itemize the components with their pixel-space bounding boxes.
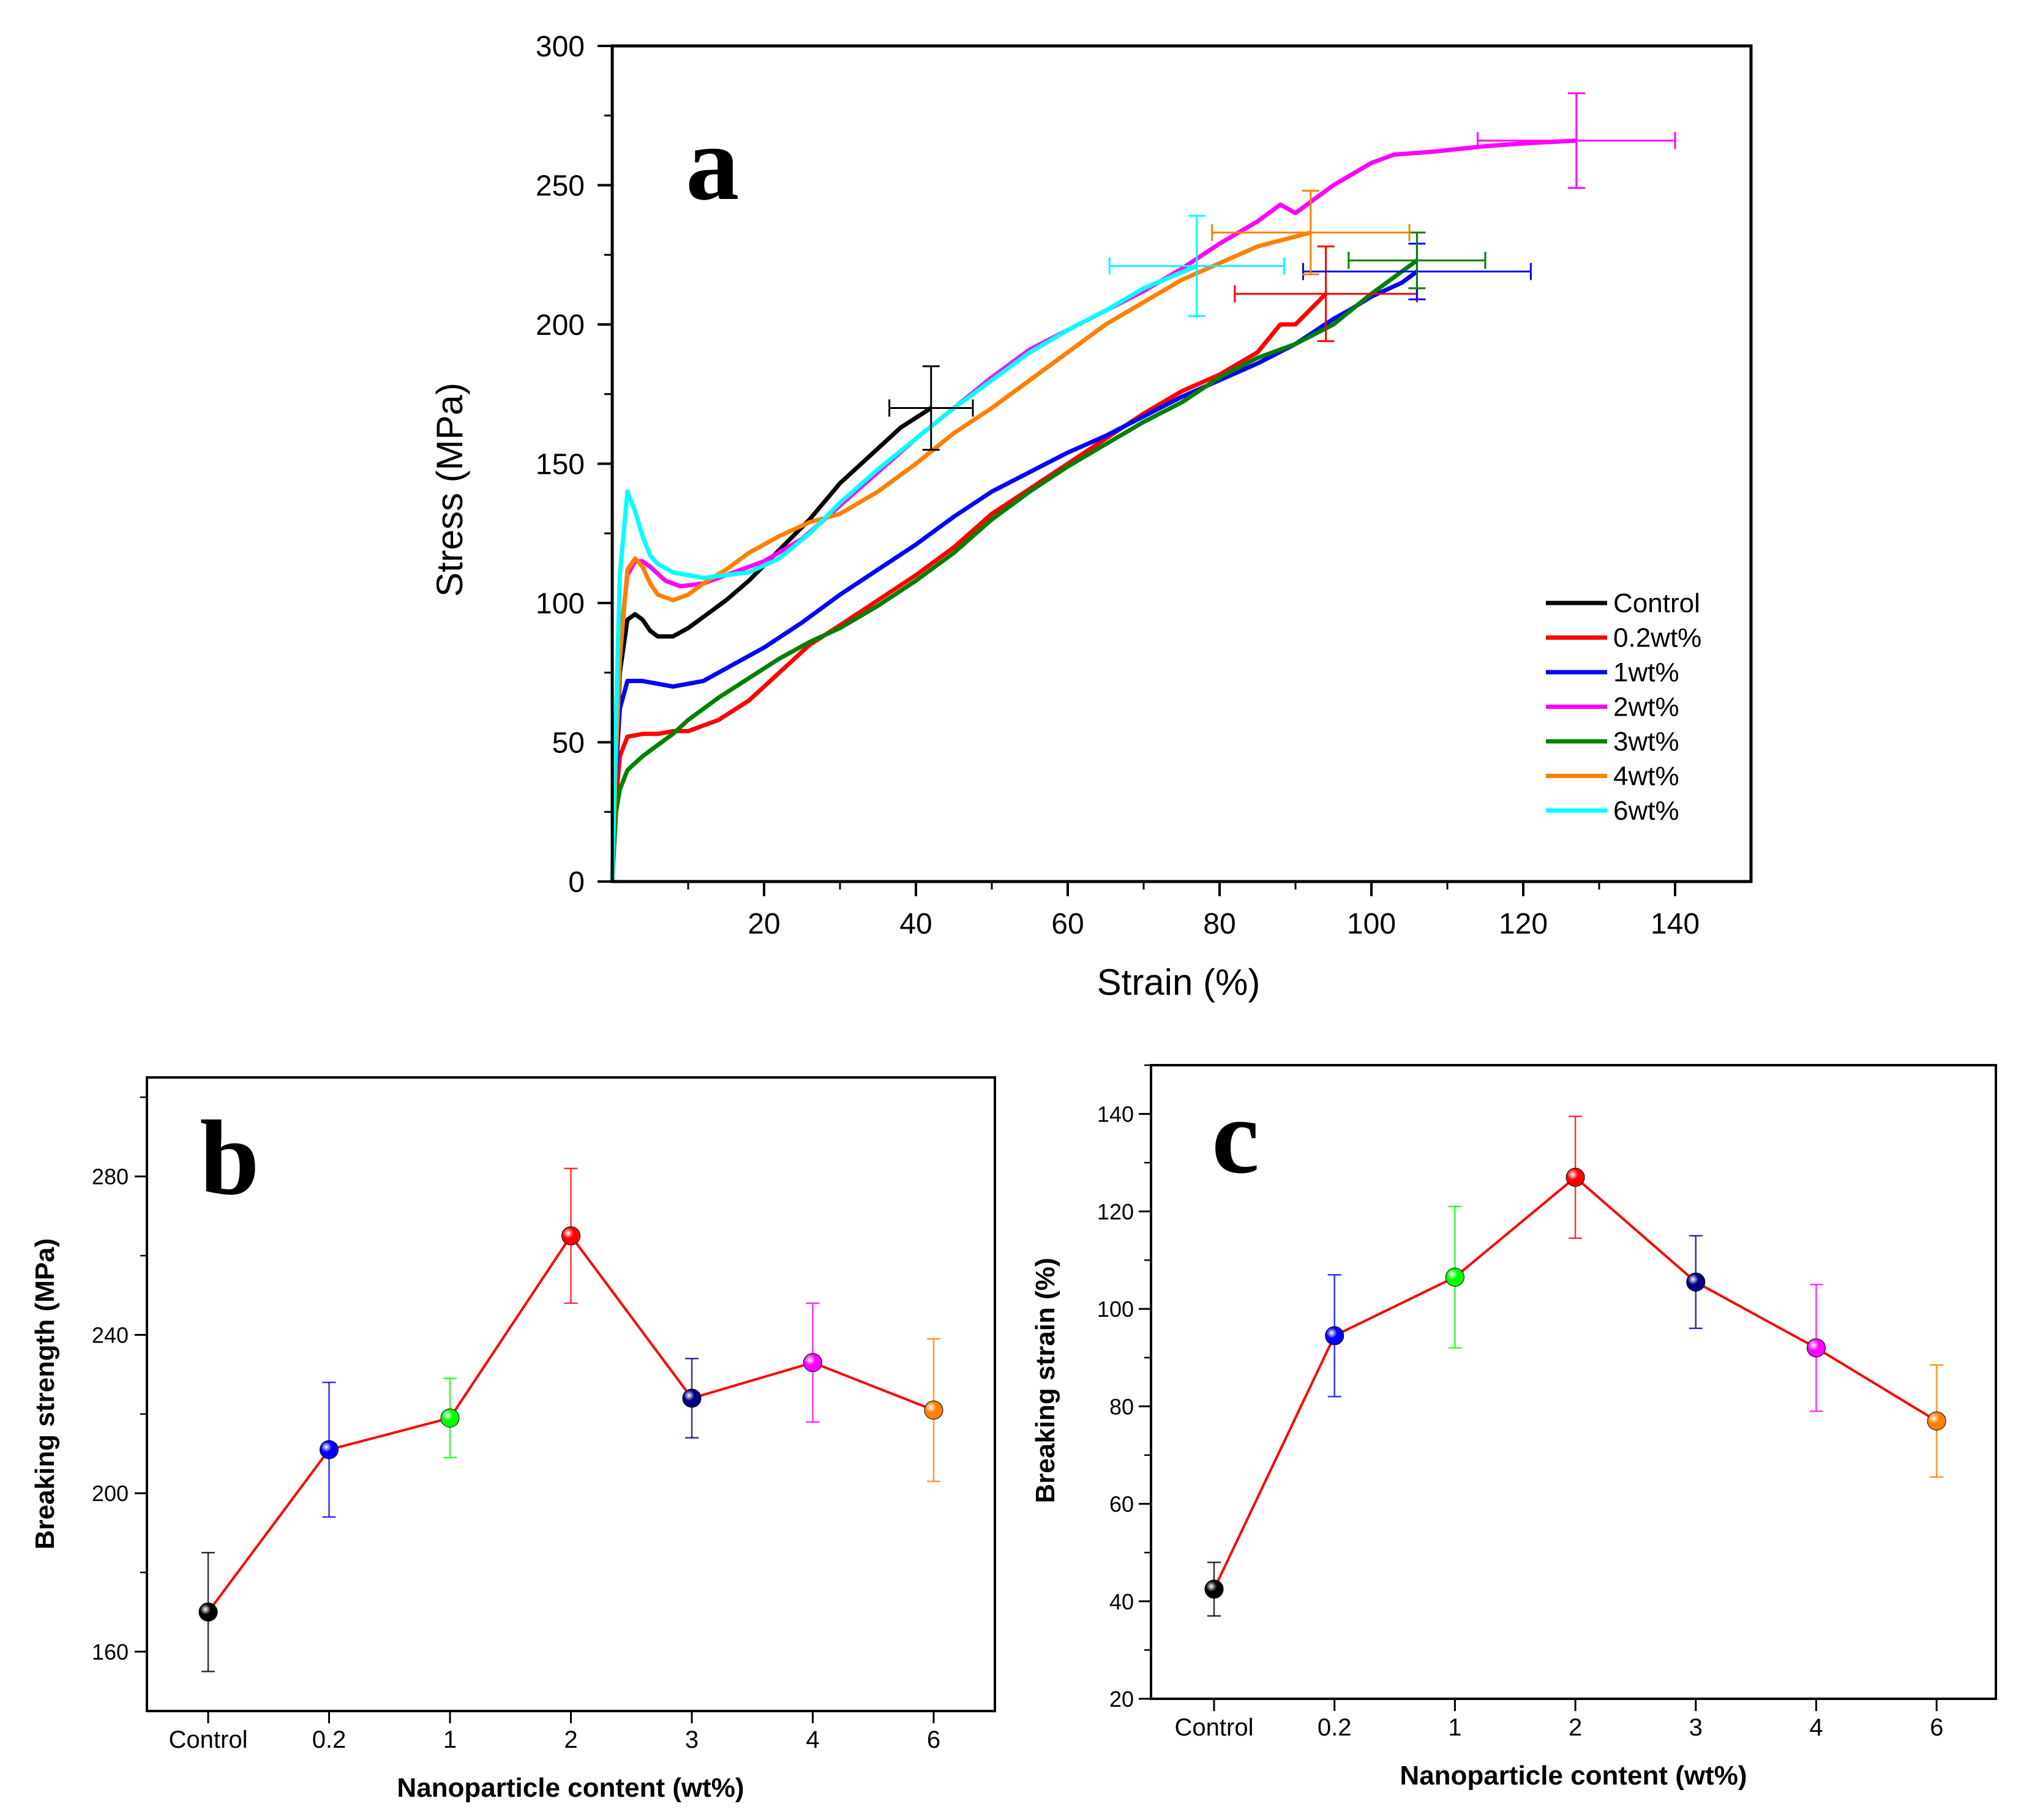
panel-a-y-tick-label-4: 200: [536, 309, 585, 342]
panel-a-legend-label-0: Control: [1613, 588, 1700, 618]
c-marker-0: [1204, 1579, 1224, 1599]
panel-c-background: [1029, 1068, 2014, 1809]
panel-a-label: a: [686, 103, 740, 222]
panel-a-legend-label-2: 1wt%: [1613, 657, 1679, 687]
panel-b-background: [28, 1080, 1007, 1809]
panel-c-breaking-strain-chart: Control 0.2 1 2 3 4 6 20 40 60 80 100 120 140 c Nanop…: [1029, 1064, 2014, 1809]
b-y-tick-label-1: 200: [92, 1481, 129, 1506]
panel-a-y-tick-label-6: 300: [536, 31, 585, 63]
b-x-tick-label-0: Control: [169, 1726, 248, 1753]
c-marker-2: [1445, 1267, 1464, 1287]
c-x-tick-label-1: 0.2: [1318, 1714, 1352, 1741]
c-y-tick-label-6: 140: [1097, 1102, 1134, 1127]
panel-b-markers: [198, 1226, 943, 1622]
panel-a-x-tick-label-5: 120: [1499, 908, 1548, 940]
c-y-tick-label-5: 120: [1097, 1199, 1134, 1224]
panel-a-legend-label-5: 4wt%: [1613, 762, 1679, 792]
panel-a-legend-label-4: 3wt%: [1613, 727, 1679, 757]
b-marker-1: [320, 1440, 339, 1459]
panel-a-legend-label-6: 6wt%: [1613, 796, 1679, 826]
panel-b-y-axis-label: Breaking strength (MPa): [30, 1238, 60, 1550]
panel-c-markers: [1204, 1167, 1946, 1599]
panel-a-series-line-0: [610, 406, 932, 882]
panel-a-legend: Control 0.2wt% 1wt% 2wt% 3wt% 4wt% 6wt%: [1546, 588, 1701, 826]
panel-a-y-tick-label-1: 50: [552, 727, 585, 760]
c-x-tick-label-0: Control: [1175, 1714, 1254, 1741]
panel-c-x-axis-label: Nanoparticle content (wt%): [1400, 1761, 1747, 1791]
b-marker-0: [198, 1602, 218, 1622]
panel-b-breaking-strength-chart: Control 0.2 1 2 3 4 6 160 200 240 280 b Nanopartic…: [28, 1076, 1007, 1809]
c-x-tick-label-6: 6: [1930, 1714, 1943, 1741]
panel-a-x-tick-label-6: 140: [1651, 908, 1700, 940]
c-x-tick-label-5: 4: [1809, 1714, 1823, 1741]
c-marker-3: [1565, 1167, 1585, 1187]
b-x-tick-label-2: 1: [443, 1726, 457, 1753]
c-marker-4: [1686, 1272, 1706, 1292]
b-x-tick-label-4: 3: [685, 1726, 699, 1753]
b-y-tick-label-2: 240: [92, 1322, 129, 1347]
c-marker-6: [1927, 1411, 1946, 1431]
c-y-tick-label-1: 40: [1109, 1589, 1134, 1614]
panel-a-y-tick-label-2: 100: [536, 588, 585, 620]
c-y-tick-label-4: 100: [1097, 1297, 1134, 1322]
b-marker-6: [924, 1400, 943, 1420]
panel-b-axis-ticks: Control 0.2 1 2 3 4 6 160 200 240 280: [92, 1096, 940, 1753]
panel-a-x-tick-label-3: 80: [1203, 908, 1235, 940]
panel-a-axis-ticks: 20 40 60 80 100 120 140 0 50 100 150 200 250 300: [536, 31, 1700, 940]
c-x-tick-label-3: 2: [1569, 1714, 1582, 1741]
panel-a-series-line-2: [610, 269, 1419, 882]
panel-c-label: c: [1212, 1077, 1259, 1196]
panel-a-series-line-1: [610, 292, 1328, 882]
panel-a-legend-label-1: 0.2wt%: [1613, 623, 1701, 653]
panel-a-legend-label-3: 2wt%: [1613, 692, 1679, 722]
panel-a-x-tick-label-0: 20: [748, 908, 780, 940]
c-y-tick-label-3: 80: [1109, 1394, 1134, 1419]
b-marker-2: [440, 1408, 460, 1428]
panel-a-series-line-5: [610, 230, 1311, 882]
c-marker-5: [1807, 1338, 1826, 1358]
panel-a-error-bars: [888, 92, 1676, 451]
c-x-tick-label-2: 1: [1448, 1714, 1461, 1741]
panel-a-x-tick-label-2: 60: [1051, 908, 1084, 940]
panel-a-x-tick-label-1: 40: [899, 908, 932, 940]
b-x-tick-label-5: 4: [806, 1726, 819, 1753]
c-marker-1: [1325, 1326, 1344, 1346]
panel-a-series: [610, 138, 1577, 882]
b-x-tick-label-6: 6: [927, 1726, 940, 1753]
b-x-tick-label-1: 0.2: [312, 1726, 347, 1753]
b-marker-3: [561, 1226, 580, 1246]
b-x-tick-label-3: 2: [564, 1726, 577, 1753]
b-y-tick-label-0: 160: [92, 1639, 129, 1665]
b-y-tick-label-3: 280: [92, 1164, 129, 1189]
panel-a-y-tick-label-5: 250: [536, 170, 585, 203]
panel-a-y-tick-label-3: 150: [536, 449, 585, 481]
panel-c-y-axis-label: Breaking strain (%): [1030, 1258, 1060, 1504]
panel-a-x-axis-label: Strain (%): [1097, 962, 1261, 1003]
panel-a-y-tick-label-0: 0: [568, 866, 585, 899]
panel-c-plot-frame: [1150, 1064, 1997, 1700]
panel-a-background: [429, 24, 1751, 1010]
b-marker-5: [803, 1353, 822, 1372]
panel-c-axis-ticks: Control 0.2 1 2 3 4 6 20 40 60 80 100 120 140: [1097, 1064, 1943, 1741]
c-y-tick-label-0: 20: [1109, 1687, 1134, 1712]
panel-b-x-axis-label: Nanoparticle content (wt%): [397, 1773, 744, 1803]
b-marker-4: [682, 1388, 702, 1408]
c-x-tick-label-4: 3: [1689, 1714, 1703, 1741]
panel-a-x-tick-label-4: 100: [1347, 908, 1396, 940]
panel-a-stress-strain-chart: 20 40 60 80 100 120 140 0 50 100 150 200 250 300 a St…: [429, 24, 1753, 1010]
panel-a-y-axis-label: Stress (MPa): [429, 383, 470, 597]
panel-a-series-line-6: [610, 264, 1198, 882]
panel-b-label: b: [200, 1098, 259, 1217]
panel-a-series-line-4: [610, 258, 1419, 882]
c-y-tick-label-2: 60: [1109, 1492, 1134, 1517]
